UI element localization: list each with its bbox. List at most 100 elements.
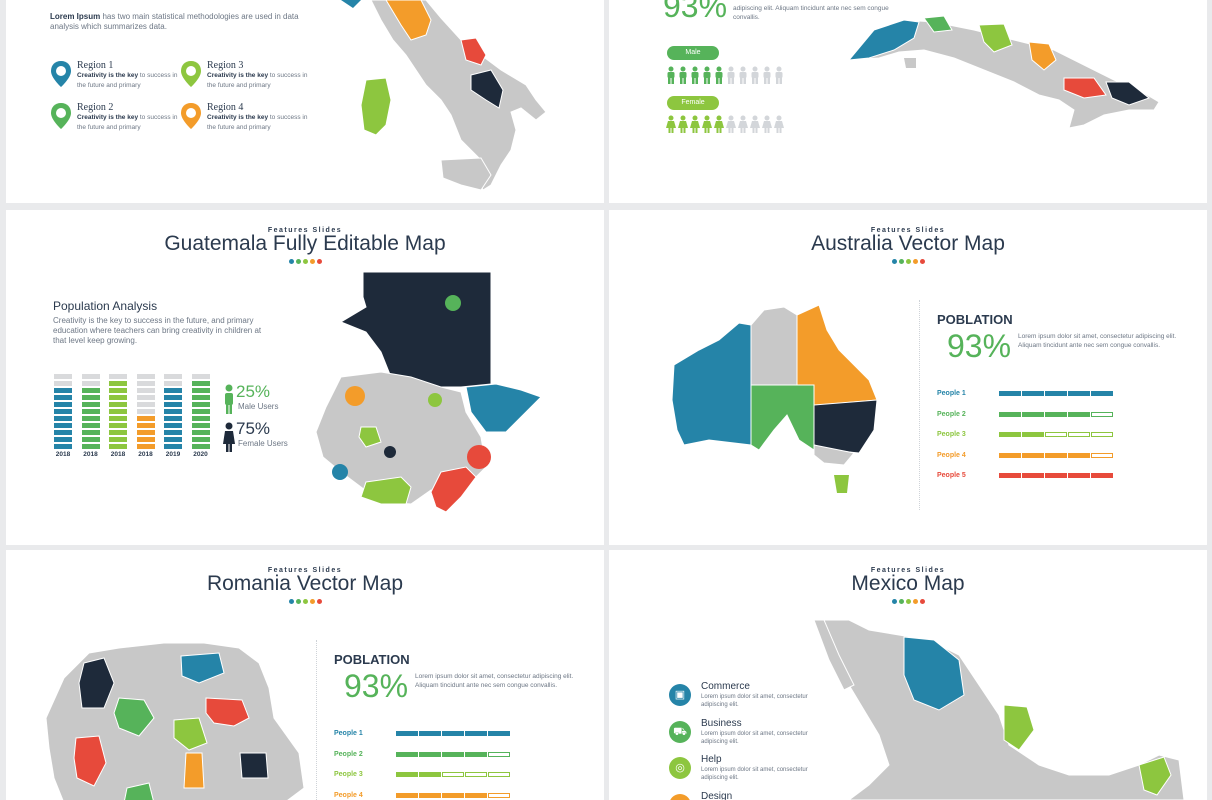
progress-segment [396,751,418,757]
person-icon [690,115,700,133]
people-row: People 2 [937,411,1113,418]
bar-segment [191,388,210,393]
poblation-heading: POBLATION [334,652,410,667]
slide-mexico: Features Slides Mexico Map ▣ Commerce Lore… [609,550,1207,800]
progress-segment [465,792,487,798]
bar-segment [54,423,72,428]
region-text-rest: to success in the future and primary [77,114,178,131]
region-item: Region 3 Creativity is the key to success… [207,60,317,91]
dot [891,259,897,264]
progress-segment [1091,473,1113,478]
bar-segment [136,423,155,428]
bar-column: 2018 [54,374,72,458]
person-icon [714,115,724,133]
people-progress-bar [396,772,510,777]
male-users-label: Male Users [238,402,279,411]
map-pin-icon [180,60,202,87]
progress-segment [396,731,418,736]
camera-icon: ▣ [669,684,691,706]
people-row: People 1 [937,390,1113,397]
divider [316,640,317,800]
bar-segment [164,430,182,435]
people-label: People 5 [937,472,966,479]
bar-segment [164,416,182,421]
title-dots [6,599,604,604]
region-text: Creativity is the key to success in the … [77,113,187,133]
dot [316,259,322,264]
lifebuoy-icon: ◎ [669,757,691,779]
people-progress-bar [396,751,510,757]
bar-segment [164,381,182,386]
bar-column: 2018 [136,374,155,458]
bar-segment [164,374,182,379]
progress-segment [442,792,464,798]
bar-segment [109,444,127,449]
region-item: Region 1 Creativity is the key to success… [77,60,187,91]
population-heading: Population Analysis [53,299,158,313]
female-people-row [666,115,784,133]
bar-year-label: 2018 [83,451,98,458]
title-dots [6,259,604,264]
bar-segment [191,437,210,442]
dot [905,599,911,604]
bar-segment [54,374,72,379]
people-row: People 3 [334,771,510,778]
slide-romania: Features Slides Romania Vector Map POBLA… [6,550,604,800]
region-text-bold: Creativity is the key [207,114,270,121]
progress-segment [1091,391,1113,396]
italy-intro-bold: Lorem Ipsum [50,12,101,21]
bar-segment [164,395,182,400]
progress-segment [999,452,1021,458]
mexico-map [813,619,1185,800]
progress-segment [1091,452,1113,458]
dot [898,599,904,604]
dot [316,599,322,604]
dot [919,259,925,264]
male-pill: Male [667,46,719,60]
bar-segment [109,409,127,414]
dot [288,259,294,264]
bar-segment [81,388,100,393]
title-dots [609,599,1207,604]
progress-segment [1091,432,1113,437]
bar-segment [81,381,100,386]
bar-segment [81,395,100,400]
dot [309,259,315,264]
australia-map [671,305,878,493]
item-text: Lorem ipsum dolor sit amet, consectetur … [701,730,808,745]
region-text-rest: to success in the future and primary [77,72,178,89]
progress-segment [396,792,418,798]
person-icon [702,115,712,133]
person-icon [691,66,699,84]
bar-segment [191,416,210,421]
map-pin-icon [50,102,72,129]
person-icon [666,115,676,133]
progress-segment [1045,411,1067,417]
slide-italy: Lorem Ipsum has two main statistical met… [6,0,604,203]
bar-segment [164,444,182,449]
progress-segment [1068,411,1090,417]
bar-segment [54,381,72,386]
bar-segment [109,416,127,421]
people-label: People 1 [334,730,363,737]
car-icon: ⛟ [669,720,691,743]
region-text: Creativity is the key to success in the … [207,71,317,91]
people-row: People 5 [937,472,1113,479]
progress-segment [1045,452,1067,458]
region-title: Region 2 [77,102,114,113]
progress-segment [465,731,487,736]
people-label: People 2 [334,750,363,758]
progress-segment [999,391,1021,396]
dot [905,259,911,264]
dot [919,599,925,604]
person-icon [739,66,747,84]
progress-segment [442,772,464,777]
bar-segment [164,437,182,442]
italy-intro: Lorem Ipsum has two main statistical met… [50,12,300,32]
bar-year-label: 2018 [110,451,126,458]
bar-segment [136,437,155,442]
dot [891,599,897,604]
guatemala-kicker: Features Slides [267,227,343,234]
dot [288,599,294,604]
progress-segment [1022,391,1044,396]
